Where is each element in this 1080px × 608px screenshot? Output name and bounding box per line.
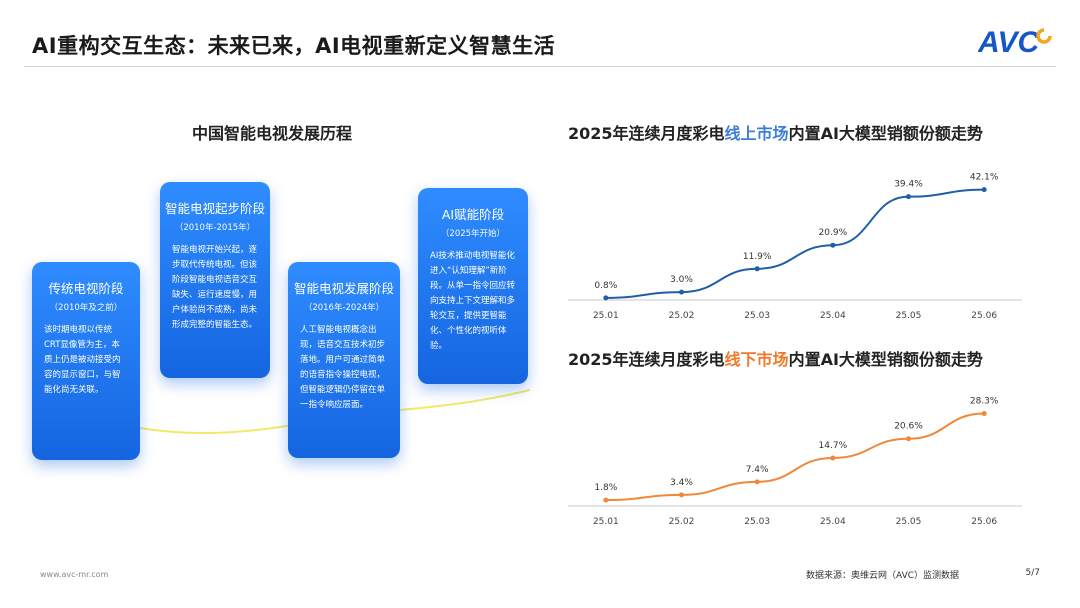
offline-share-line-chart: 1.8% 25.01 3.4% 25.02 7.4% 25.03 14.7% 25.04 20.…: [568, 397, 1022, 527]
data-label: 11.9%: [743, 252, 772, 262]
data-label: 20.6%: [894, 422, 923, 432]
data-point: [754, 266, 760, 272]
chart-title-prefix: 2025年连续月度彩电: [568, 350, 725, 369]
series-line: [605, 188, 985, 299]
chart-title-highlight: 线下市场: [724, 350, 789, 369]
data-point: [603, 497, 609, 503]
chart-offline-title: 2025年连续月度彩电线下市场内置AI大模型销额份额走势: [568, 346, 983, 370]
stage-desc: AI技术推动电视智能化进入“认知理解”新阶段。从单一指令回应转向支持上下文理解和…: [430, 251, 516, 351]
data-point: [830, 242, 836, 248]
logo-ring-icon: [1036, 28, 1052, 44]
data-label: 1.8%: [594, 483, 617, 493]
stage-title: AI赋能阶段: [441, 207, 505, 222]
stage-title: 传统电视阶段: [48, 281, 124, 296]
stage-period: （2010年-2015年）: [174, 223, 256, 233]
stage-card-traditional: 传统电视阶段 （2010年及之前） 该时期电视以传统CRT显像管为主，本质上仍是…: [32, 262, 140, 460]
stage-period: （2016年-2024年）: [303, 303, 385, 313]
x-tick-label: 25.04: [820, 517, 846, 527]
page-number: 5/7: [1025, 568, 1040, 578]
data-label: 42.1%: [970, 173, 999, 183]
chart-title-highlight: 线上市场: [724, 124, 789, 143]
chart-title-suffix: 内置AI大模型销额份额走势: [788, 124, 983, 143]
online-share-line-chart: 0.8% 25.01 3.0% 25.02 11.9% 25.03 20.9% 25.04 39…: [568, 173, 1022, 321]
stage-card-smart-development: 智能电视发展阶段 （2016年-2024年） 人工智能电视概念出现，语音交互技术…: [288, 262, 400, 458]
chart-title-prefix: 2025年连续月度彩电: [568, 124, 725, 143]
stage-title: 智能电视起步阶段: [164, 201, 265, 216]
data-label: 3.4%: [670, 478, 693, 488]
stage-period: （2010年及之前）: [49, 303, 123, 313]
x-tick-label: 25.06: [971, 311, 997, 321]
data-label: 28.3%: [970, 397, 999, 407]
stage-desc: 人工智能电视概念出现，语音交互技术初步落地。用户可通过简单的语音指令操控电视，但…: [300, 325, 386, 410]
chart-online-title: 2025年连续月度彩电线上市场内置AI大模型销额份额走势: [568, 120, 983, 144]
data-point: [679, 492, 684, 498]
data-source: 数据来源：奥维云网（AVC）监测数据: [806, 571, 960, 581]
stage-desc: 该时期电视以传统CRT显像管为主，本质上仍是被动接受内容的显示窗口，与智能化尚无…: [44, 325, 121, 395]
data-label: 3.0%: [670, 275, 693, 285]
stage-title: 智能电视发展阶段: [293, 281, 394, 296]
x-tick-label: 25.02: [669, 311, 695, 321]
website-url: www.avc-mr.com: [40, 570, 109, 579]
series-line: [605, 412, 985, 502]
data-point: [679, 289, 684, 295]
data-point: [830, 455, 836, 461]
x-tick-label: 25.01: [593, 517, 619, 527]
stage-card-ai-empowered: AI赋能阶段 （2025年开始） AI技术推动电视智能化进入“认知理解”新阶段。…: [418, 188, 528, 384]
data-label: 14.7%: [819, 441, 848, 451]
x-tick-label: 25.02: [669, 517, 695, 527]
data-point: [754, 479, 760, 485]
data-point: [906, 194, 911, 200]
x-tick-label: 25.06: [971, 517, 997, 527]
data-point: [981, 187, 987, 193]
x-tick-label: 25.04: [820, 311, 846, 321]
stage-desc: 智能电视开始兴起，逐步取代传统电视。但该阶段智能电视语音交互缺失、运行速度慢，用…: [172, 245, 258, 330]
stage-card-early-smart: 智能电视起步阶段 （2010年-2015年） 智能电视开始兴起，逐步取代传统电视…: [160, 182, 270, 378]
data-label: 7.4%: [746, 465, 769, 475]
chart-title-suffix: 内置AI大模型销额份额走势: [788, 350, 983, 369]
data-label: 20.9%: [819, 228, 848, 238]
title-divider: [24, 66, 1056, 67]
data-label: 39.4%: [894, 180, 923, 190]
stage-period: （2025年开始）: [440, 229, 506, 239]
timeline-title: 中国智能电视发展历程: [192, 124, 353, 143]
data-point: [906, 436, 911, 442]
x-tick-label: 25.03: [744, 517, 770, 527]
x-tick-label: 25.01: [593, 311, 619, 321]
data-point: [603, 295, 609, 301]
x-tick-label: 25.05: [896, 517, 922, 527]
data-label: 0.8%: [594, 281, 617, 291]
x-tick-label: 25.05: [896, 311, 922, 321]
data-point: [981, 411, 987, 417]
logo-text: AVC: [978, 26, 1040, 59]
page-title: AI重构交互生态：未来已来，AI电视重新定义智慧生活: [32, 34, 556, 58]
avc-logo: AVC: [978, 26, 1052, 59]
x-tick-label: 25.03: [744, 311, 770, 321]
